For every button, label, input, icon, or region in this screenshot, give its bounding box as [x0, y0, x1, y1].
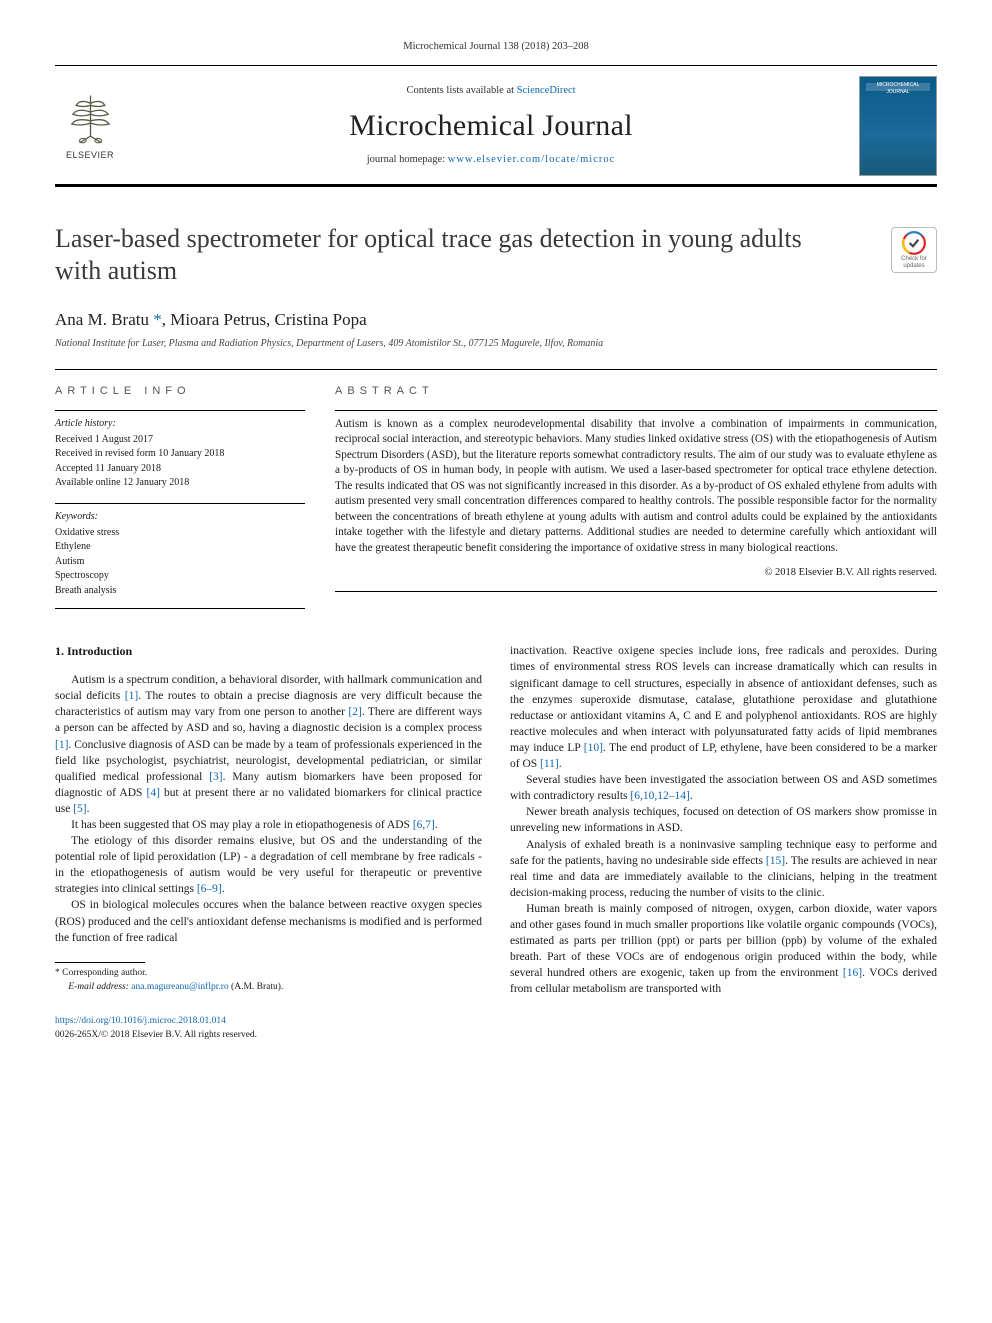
- abstract-heading: ABSTRACT: [335, 384, 937, 399]
- divider: [335, 410, 937, 411]
- footnotes: * Corresponding author. E-mail address: …: [55, 967, 482, 995]
- history-line: Accepted 11 January 2018: [55, 462, 305, 477]
- authors-line: Ana M. Bratu *, Mioara Petrus, Cristina …: [55, 308, 937, 332]
- citation-link[interactable]: [6–9]: [197, 883, 222, 895]
- footnote-divider: [55, 962, 145, 963]
- citation-link[interactable]: [10]: [584, 742, 603, 754]
- corresponding-mark: *: [149, 310, 162, 329]
- abstract-column: ABSTRACT Autism is known as a complex ne…: [335, 384, 937, 598]
- history-line: Received in revised form 10 January 2018: [55, 447, 305, 462]
- section-heading: 1. Introduction: [55, 643, 482, 660]
- keyword: Oxidative stress: [55, 526, 305, 541]
- affiliation: National Institute for Laser, Plasma and…: [55, 337, 937, 351]
- crossmark-badge[interactable]: Check for updates: [891, 227, 937, 273]
- corresponding-author-note: * Corresponding author.: [55, 967, 482, 981]
- body-paragraph: Several studies have been investigated t…: [510, 772, 937, 804]
- divider-thick: [55, 184, 937, 187]
- divider: [55, 369, 937, 370]
- body-paragraph: The etiology of this disorder remains el…: [55, 833, 482, 897]
- divider: [55, 65, 937, 66]
- body-paragraph: Analysis of exhaled breath is a noninvas…: [510, 837, 937, 901]
- masthead: ELSEVIER Contents lists available at Sci…: [55, 68, 937, 184]
- body-paragraph: Human breath is mainly composed of nitro…: [510, 901, 937, 998]
- citation-link[interactable]: [6,7]: [413, 819, 435, 831]
- keyword: Breath analysis: [55, 584, 305, 599]
- email-label: E-mail address:: [68, 982, 131, 992]
- homepage-prefix: journal homepage:: [367, 154, 448, 165]
- homepage-link[interactable]: www.elsevier.com/locate/microc: [448, 154, 616, 165]
- cover-label: MICROCHEMICAL JOURNAL: [865, 82, 931, 96]
- issn-copyright: 0026-265X/© 2018 Elsevier B.V. All right…: [55, 1030, 257, 1040]
- body-columns: 1. Introduction Autism is a spectrum con…: [55, 643, 937, 997]
- contents-line: Contents lists available at ScienceDirec…: [135, 84, 847, 99]
- publisher-label: ELSEVIER: [66, 149, 114, 162]
- crossmark-icon: [901, 230, 927, 256]
- keyword: Spectroscopy: [55, 569, 305, 584]
- citation-link[interactable]: [1]: [125, 690, 138, 702]
- doi-link[interactable]: https://doi.org/10.1016/j.microc.2018.01…: [55, 1016, 226, 1026]
- citation-link[interactable]: [6,10,12–14]: [630, 790, 689, 802]
- abstract-copyright: © 2018 Elsevier B.V. All rights reserved…: [335, 566, 937, 581]
- history-line: Received 1 August 2017: [55, 433, 305, 448]
- sciencedirect-link[interactable]: ScienceDirect: [517, 85, 576, 96]
- journal-name: Microchemical Journal: [135, 105, 847, 147]
- citation-link[interactable]: [1]: [55, 739, 68, 751]
- citation-link[interactable]: [4]: [146, 787, 159, 799]
- journal-cover-thumbnail: MICROCHEMICAL JOURNAL: [859, 76, 937, 176]
- author-rest: , Mioara Petrus, Cristina Popa: [162, 310, 367, 329]
- body-paragraph: Newer breath analysis techiques, focused…: [510, 804, 937, 836]
- divider: [55, 503, 305, 504]
- citation-link[interactable]: [15]: [766, 855, 785, 867]
- citation-link[interactable]: [3]: [209, 771, 222, 783]
- contents-prefix: Contents lists available at: [406, 85, 516, 96]
- citation-link[interactable]: [5]: [73, 803, 86, 815]
- publisher-block: ELSEVIER: [55, 76, 135, 176]
- divider: [55, 608, 305, 609]
- email-attribution: (A.M. Bratu).: [229, 982, 284, 992]
- divider: [335, 591, 937, 592]
- homepage-line: journal homepage: www.elsevier.com/locat…: [135, 153, 847, 168]
- divider: [55, 410, 305, 411]
- keywords-label: Keywords:: [55, 510, 305, 524]
- article-info-heading: ARTICLE INFO: [55, 384, 305, 399]
- author-name: Ana M. Bratu: [55, 310, 149, 329]
- email-link[interactable]: ana.magureanu@inflpr.ro: [131, 982, 228, 992]
- elsevier-tree-icon: [63, 90, 118, 145]
- page-footer: https://doi.org/10.1016/j.microc.2018.01…: [55, 1015, 937, 1042]
- body-paragraph: OS in biological molecules occures when …: [55, 897, 482, 945]
- body-paragraph: Autism is a spectrum condition, a behavi…: [55, 672, 482, 817]
- body-paragraph: It has been suggested that OS may play a…: [55, 817, 482, 833]
- history-line: Available online 12 January 2018: [55, 476, 305, 491]
- article-info-column: ARTICLE INFO Article history: Received 1…: [55, 384, 305, 598]
- keyword: Ethylene: [55, 540, 305, 555]
- history-label: Article history:: [55, 417, 305, 431]
- body-paragraph: inactivation. Reactive oxigene species i…: [510, 643, 937, 772]
- running-header: Microchemical Journal 138 (2018) 203–208: [55, 40, 937, 55]
- abstract-text: Autism is known as a complex neurodevelo…: [335, 417, 937, 556]
- keyword: Autism: [55, 555, 305, 570]
- citation-link[interactable]: [16]: [843, 967, 862, 979]
- crossmark-label: Check for updates: [892, 256, 936, 269]
- citation-link[interactable]: [2]: [348, 706, 361, 718]
- article-title: Laser-based spectrometer for optical tra…: [55, 223, 825, 288]
- citation-link[interactable]: [11]: [540, 758, 559, 770]
